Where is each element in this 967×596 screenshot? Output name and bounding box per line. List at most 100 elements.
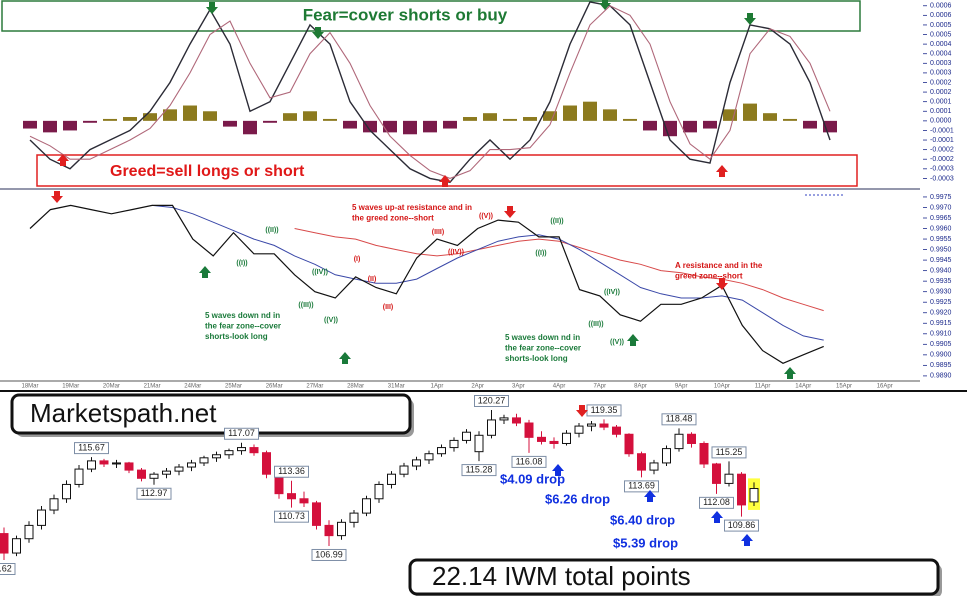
price-label-box bbox=[661, 413, 697, 426]
candle-body bbox=[599, 423, 609, 428]
price-label-box bbox=[474, 395, 509, 407]
annotation: 5 waves down nd in bbox=[505, 333, 580, 342]
candle-body bbox=[512, 417, 521, 424]
x-tick-label: 8Apr bbox=[634, 384, 647, 390]
candle-body bbox=[99, 460, 109, 465]
histogram-bar bbox=[163, 109, 177, 121]
candle-body bbox=[299, 498, 309, 504]
y-tick-label: 0.9910 bbox=[930, 331, 952, 338]
price-label: 110.73 bbox=[278, 511, 305, 521]
candle-body bbox=[624, 433, 634, 455]
y-tick-label: 0.9925 bbox=[930, 299, 952, 306]
price-label: 113.69 bbox=[628, 481, 655, 491]
price-label: 116.08 bbox=[516, 456, 543, 466]
histogram-bar bbox=[143, 113, 157, 121]
y-tick-label: 0.9955 bbox=[930, 236, 952, 243]
price-label-box bbox=[461, 464, 497, 477]
y-tick-label: -0.0002 bbox=[930, 146, 954, 153]
price-label-box bbox=[699, 496, 734, 509]
signal-arrow bbox=[599, 0, 611, 10]
histogram-bar bbox=[263, 120, 277, 123]
y-tick-label: 0.0001 bbox=[930, 108, 952, 115]
candle-body bbox=[712, 463, 721, 484]
y-tick-label: 0.0002 bbox=[930, 79, 952, 86]
candle-body bbox=[0, 533, 9, 554]
signal-arrow bbox=[439, 175, 451, 187]
wave-label: (II) bbox=[368, 276, 377, 283]
wave-label: ((III)) bbox=[298, 302, 313, 309]
x-tick-label: 27Mar bbox=[306, 384, 323, 390]
y-tick-label: -0.0002 bbox=[930, 156, 954, 163]
signal-arrow bbox=[51, 191, 63, 203]
wave-label: ((V)) bbox=[324, 317, 338, 324]
histogram-bar bbox=[63, 120, 77, 131]
y-tick-label: 0.0001 bbox=[930, 99, 952, 106]
histogram-bar bbox=[43, 120, 57, 133]
candle-body bbox=[74, 468, 84, 485]
price-label-box bbox=[136, 487, 172, 500]
x-tick-label: 18Mar bbox=[21, 384, 38, 390]
candle-body bbox=[149, 473, 159, 479]
y-tick-label: 0.0005 bbox=[930, 31, 952, 38]
signal-arrow bbox=[644, 490, 656, 502]
x-tick-label: 26Mar bbox=[266, 384, 283, 390]
candle-body bbox=[724, 473, 734, 484]
candle-body bbox=[737, 473, 746, 506]
histogram-bar bbox=[563, 105, 577, 121]
candle-body bbox=[674, 433, 684, 450]
x-tick-label: 9Apr bbox=[675, 384, 688, 390]
signal-arrow bbox=[206, 2, 218, 14]
candle-body bbox=[62, 483, 71, 500]
candle-body bbox=[437, 447, 446, 455]
y-tick-label: 0.0004 bbox=[930, 51, 952, 58]
wave-label: (I) bbox=[354, 256, 361, 263]
candle-body bbox=[137, 469, 146, 479]
candle-body bbox=[424, 453, 434, 461]
x-tick-label: 4Apr bbox=[553, 384, 566, 390]
histogram-bar bbox=[463, 117, 477, 121]
candle-body bbox=[337, 521, 346, 537]
histogram-bar bbox=[743, 103, 757, 121]
x-tick-label: 25Mar bbox=[225, 384, 242, 390]
y-tick-label: 0.9945 bbox=[930, 257, 952, 264]
wave-label: ((IV)) bbox=[448, 249, 464, 256]
candle-body bbox=[649, 462, 659, 471]
histogram-bar bbox=[403, 120, 417, 135]
wave-label: ((I)) bbox=[535, 250, 546, 257]
x-tick-label: 14Apr bbox=[795, 384, 811, 390]
histogram-bar bbox=[363, 120, 377, 133]
candle-body bbox=[362, 498, 371, 514]
histogram-bar bbox=[183, 105, 197, 121]
histogram-bar bbox=[703, 120, 717, 129]
candle-body bbox=[399, 465, 409, 475]
price-label: 118.48 bbox=[666, 414, 693, 424]
candle-body bbox=[12, 538, 21, 554]
signal-arrow bbox=[199, 266, 211, 278]
wave-label: ((III)) bbox=[588, 321, 603, 328]
line bbox=[29, 1, 831, 183]
y-tick-label: 0.9900 bbox=[930, 352, 952, 359]
y-tick-label: 0.9935 bbox=[930, 278, 952, 285]
signal-arrow bbox=[504, 206, 516, 218]
price-label-box bbox=[311, 548, 347, 561]
candle-body bbox=[49, 498, 59, 511]
title-box bbox=[10, 393, 412, 435]
y-tick-label: 0.9975 bbox=[930, 194, 952, 201]
x-tick-label: 1Apr bbox=[431, 384, 444, 390]
candle-body bbox=[637, 453, 646, 471]
histogram-bar bbox=[623, 118, 637, 121]
price-label-box bbox=[74, 442, 109, 455]
annotation: the fear zone--cover bbox=[505, 344, 581, 353]
line bbox=[29, 5, 831, 179]
candle-body bbox=[24, 524, 34, 540]
histogram-bar bbox=[683, 120, 697, 133]
candle-body bbox=[537, 436, 546, 442]
x-tick-label: 11Apr bbox=[755, 384, 771, 390]
histogram-bar bbox=[423, 120, 437, 133]
brand-title: Marketspath.net bbox=[30, 398, 217, 428]
y-tick-label: -0.0003 bbox=[930, 175, 954, 182]
y-tick-label: 0.9950 bbox=[930, 246, 952, 253]
price-label: 106.99 bbox=[315, 549, 343, 559]
histogram-bar bbox=[83, 120, 97, 123]
signal-arrow bbox=[627, 334, 639, 346]
